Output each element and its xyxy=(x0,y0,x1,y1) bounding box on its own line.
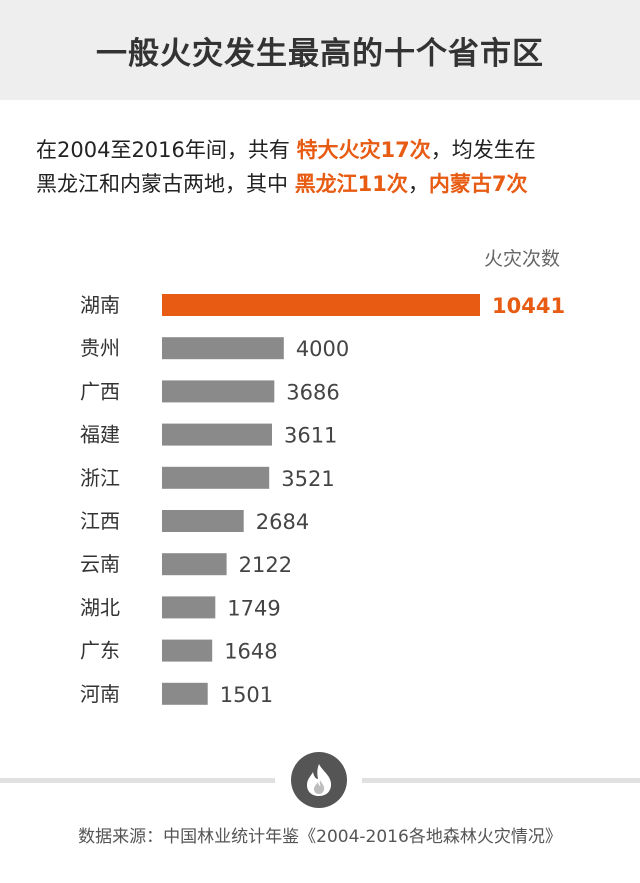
bar xyxy=(162,553,227,576)
bar xyxy=(162,510,244,532)
intro-line2-highlight2: 内蒙古7次 xyxy=(428,172,528,196)
bar xyxy=(162,639,213,662)
value-label: 1749 xyxy=(227,596,280,620)
value-label: 1648 xyxy=(224,640,277,664)
category-label: 云南 xyxy=(80,552,120,576)
value-label: 2684 xyxy=(256,510,309,534)
header-banner: 一般火灾发生最高的十个省市区 xyxy=(0,0,640,100)
flame-badge xyxy=(291,752,347,808)
value-label: 3521 xyxy=(281,467,334,491)
category-label: 河南 xyxy=(80,682,120,706)
intro-line2-middle: ， xyxy=(407,172,429,196)
bar xyxy=(162,337,284,360)
flame-icon xyxy=(307,764,332,796)
page-title: 一般火灾发生最高的十个省市区 xyxy=(96,35,544,72)
value-label: 4000 xyxy=(296,337,349,361)
intro-text: 在2004至2016年间，共有 特大火灾17次，均发生在 黑龙江和内蒙古两地，其… xyxy=(36,133,616,201)
value-label: 2122 xyxy=(239,553,292,577)
category-label: 浙江 xyxy=(80,466,120,490)
source-note: 数据来源：中国林业统计年鉴《2004-2016各地森林火灾情况》 xyxy=(78,827,562,847)
category-label: 广西 xyxy=(80,379,120,403)
value-label: 10441 xyxy=(492,294,565,318)
value-label: 1501 xyxy=(220,683,273,707)
category-label: 湖南 xyxy=(80,293,120,317)
category-label: 江西 xyxy=(80,509,120,533)
intro-line2-prefix: 黑龙江和内蒙古两地，其中 xyxy=(36,172,295,196)
intro-line1-suffix: ，均发生在 xyxy=(430,138,536,162)
intro-line2-highlight1: 黑龙江11次 xyxy=(294,172,408,196)
category-label: 福建 xyxy=(80,423,120,447)
category-label: 湖北 xyxy=(80,595,120,619)
bar xyxy=(162,682,208,705)
value-label: 3686 xyxy=(286,380,339,404)
bar xyxy=(162,380,275,403)
bar xyxy=(162,294,480,316)
divider-right xyxy=(362,778,640,783)
divider-left xyxy=(0,778,275,783)
intro-line-2: 黑龙江和内蒙古两地，其中 黑龙江11次，内蒙古7次 xyxy=(36,167,616,201)
category-label: 贵州 xyxy=(80,336,120,360)
value-label: 3611 xyxy=(284,424,337,448)
bar xyxy=(162,466,270,489)
intro-line-1: 在2004至2016年间，共有 特大火灾17次，均发生在 xyxy=(36,133,616,167)
value-axis-header: 火灾次数 xyxy=(484,248,560,270)
intro-line1-prefix: 在2004至2016年间，共有 xyxy=(36,138,297,162)
bar xyxy=(162,423,272,446)
category-label: 广东 xyxy=(80,639,120,663)
intro-line1-highlight: 特大火灾17次 xyxy=(296,138,431,162)
bars-group: 湖南 10441 贵州 4000 广西 3686 福建 3611 浙江 3521 江西 2684 云南 2… xyxy=(80,293,565,707)
bar xyxy=(162,596,216,619)
